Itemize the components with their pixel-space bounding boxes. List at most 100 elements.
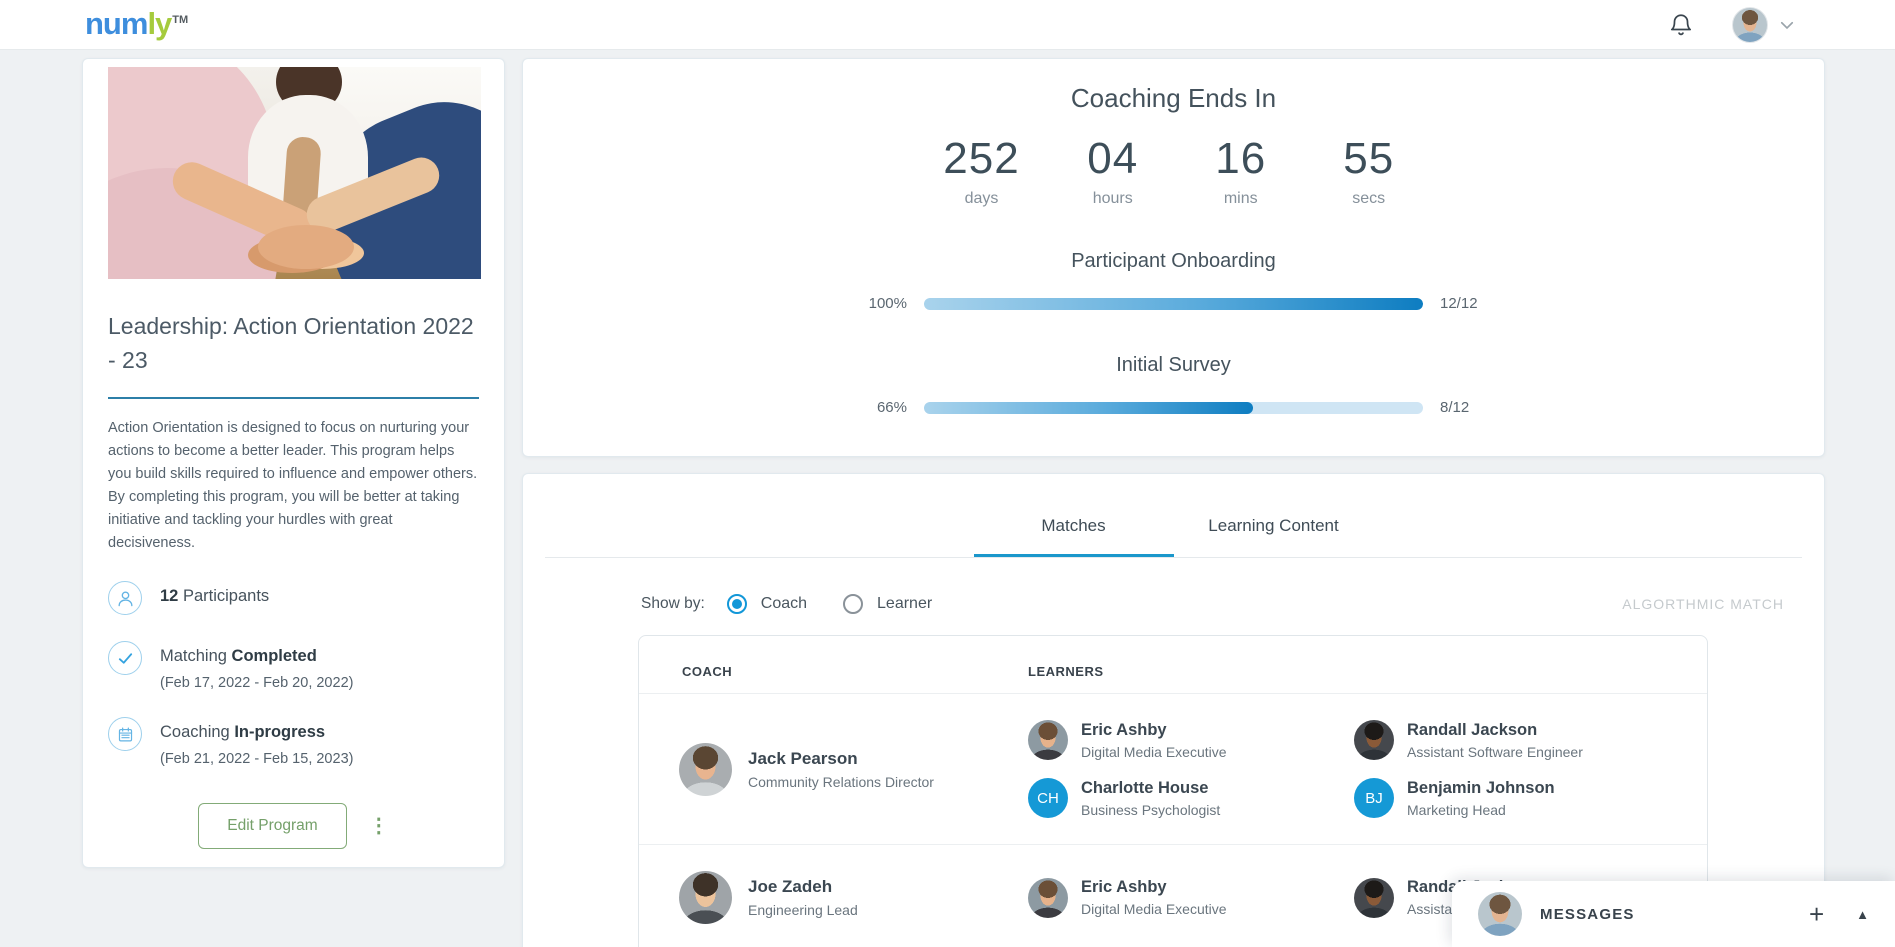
- logo-ly: ly: [147, 6, 172, 41]
- user-avatar[interactable]: [1732, 7, 1768, 43]
- coach-title: Community Relations Director: [748, 773, 934, 790]
- learner-cell[interactable]: Eric Ashby Digital Media Executive: [1028, 877, 1354, 918]
- participants-label: Participants: [182, 587, 270, 605]
- matches-card: Matches Learning Content Show by: Coach …: [522, 473, 1825, 947]
- radio-learner[interactable]: [843, 594, 864, 614]
- learner-cell[interactable]: Randall Jackson Assistant Software Engin…: [1354, 720, 1680, 760]
- learner-avatar: [1354, 877, 1394, 918]
- participants-icon: [108, 581, 142, 615]
- learner-title: Digital Media Executive: [1081, 743, 1227, 760]
- radio-learner-label[interactable]: Learner: [877, 595, 933, 612]
- new-message-icon[interactable]: +: [1808, 899, 1825, 929]
- learner-title: Assistant Software Engineer: [1407, 743, 1583, 760]
- coach-cell[interactable]: Joe Zadeh Engineering Lead: [639, 871, 1028, 924]
- program-summary-card: Leadership: Action Orientation 2022 - 23…: [82, 58, 505, 868]
- tab-matches[interactable]: Matches: [973, 516, 1174, 557]
- messages-user-avatar[interactable]: [1478, 892, 1522, 936]
- messages-label: MESSAGES: [1540, 905, 1635, 923]
- coach-avatar: [679, 742, 732, 796]
- coach-title: Engineering Lead: [748, 902, 858, 918]
- onboarding-percent: 100%: [868, 295, 907, 312]
- countdown-mins: 16 mins: [1215, 134, 1267, 207]
- learner-avatar: [1028, 720, 1068, 760]
- onboarding-count: 12/12: [1440, 295, 1478, 312]
- top-navbar: numlyTM: [0, 0, 1895, 50]
- learner-name: Randall Jackson: [1407, 720, 1538, 739]
- tab-bar: Matches Learning Content: [523, 516, 1824, 557]
- coaching-countdown-card: Coaching Ends In 252 days 04 hours 16 mi…: [522, 58, 1825, 457]
- coaching-status-row: Coaching In-progress (Feb 21, 2022 - Feb…: [108, 717, 479, 767]
- survey-progress-row: 66% 8/12: [523, 399, 1824, 416]
- messages-panel[interactable]: MESSAGES + ▲: [1452, 881, 1895, 947]
- learner-name: Eric Ashby: [1081, 720, 1167, 739]
- table-row: Jack Pearson Community Relations Directo…: [639, 693, 1707, 844]
- coach-avatar: [679, 871, 732, 924]
- calendar-icon: [108, 717, 142, 751]
- learner-cell[interactable]: CH Charlotte House Business Psychologist: [1028, 778, 1354, 818]
- matching-status-row: Matching Completed (Feb 17, 2022 - Feb 2…: [108, 641, 479, 691]
- radio-coach[interactable]: [726, 594, 747, 614]
- learner-initials-avatar: CH: [1028, 778, 1068, 818]
- countdown-hours: 04 hours: [1087, 134, 1139, 207]
- coaching-status: In-progress: [234, 723, 326, 741]
- coach-name: Jack Pearson: [748, 748, 858, 768]
- show-by-label: Show by:: [641, 595, 705, 612]
- onboarding-progress-title: Participant Onboarding: [1071, 250, 1276, 272]
- check-icon: [108, 641, 142, 675]
- logo-tm: TM: [172, 13, 189, 26]
- countdown-title: Coaching Ends In: [1070, 83, 1277, 113]
- participants-row: 12 Participants: [108, 581, 479, 615]
- matching-dates: (Feb 17, 2022 - Feb 20, 2022): [160, 675, 354, 691]
- coach-name: Joe Zadeh: [748, 877, 833, 896]
- matching-label: Matching: [160, 647, 227, 665]
- countdown-days: 252 days: [943, 134, 1020, 207]
- numly-logo[interactable]: numlyTM: [85, 6, 188, 42]
- tabs-separator: [545, 557, 1802, 558]
- coaching-label: Coaching: [160, 723, 230, 741]
- learner-cell[interactable]: BJ Benjamin Johnson Marketing Head: [1354, 778, 1680, 818]
- coaching-dates: (Feb 21, 2022 - Feb 15, 2023): [160, 751, 354, 767]
- program-title: Leadership: Action Orientation 2022 - 23: [108, 313, 474, 373]
- countdown-timer: 252 days 04 hours 16 mins 55 secs: [523, 134, 1824, 208]
- program-description: Action Orientation is designed to focus …: [108, 420, 478, 551]
- radio-coach-label[interactable]: Coach: [760, 595, 808, 612]
- learner-title: Marketing Head: [1407, 801, 1506, 818]
- survey-count: 8/12: [1440, 399, 1470, 416]
- survey-percent: 66%: [876, 399, 907, 416]
- learner-name: Eric Ashby: [1081, 878, 1167, 896]
- learner-name: Benjamin Johnson: [1407, 778, 1555, 797]
- logo-num: num: [85, 6, 148, 41]
- countdown-secs: 55 secs: [1343, 134, 1395, 207]
- learner-avatar: [1354, 720, 1394, 760]
- participants-text: 12 Participants: [160, 581, 269, 606]
- title-divider: [108, 397, 479, 399]
- algorithmic-match-label: ALGORTHMIC MATCH: [1622, 596, 1784, 612]
- column-header-learners: LEARNERS: [1028, 664, 1104, 679]
- collapse-panel-icon[interactable]: ▲: [1856, 906, 1869, 922]
- chevron-down-icon[interactable]: [1778, 16, 1796, 34]
- edit-program-button[interactable]: Edit Program: [198, 803, 347, 849]
- column-header-coach: COACH: [682, 664, 733, 679]
- onboarding-progress-bar: [924, 297, 1423, 310]
- notifications-bell-icon[interactable]: [1668, 12, 1694, 38]
- coach-cell[interactable]: Jack Pearson Community Relations Directo…: [639, 720, 1028, 818]
- learner-avatar: [1028, 877, 1068, 918]
- show-by-row: Show by: Coach Learner ALGORTHMIC MATCH: [641, 594, 1784, 614]
- participants-count: 12: [160, 587, 179, 605]
- learner-initials-avatar: BJ: [1354, 778, 1394, 818]
- survey-progress-bar: [924, 401, 1423, 414]
- program-cover-image: [108, 67, 481, 279]
- learner-name: Charlotte House: [1081, 778, 1209, 797]
- more-options-icon[interactable]: ⋮: [368, 815, 389, 837]
- table-header: COACH LEARNERS: [639, 636, 1707, 693]
- survey-progress-title: Initial Survey: [1116, 354, 1231, 376]
- learner-title: Business Psychologist: [1081, 801, 1221, 818]
- learner-title: Digital Media Executive: [1081, 901, 1227, 917]
- learner-cell[interactable]: Eric Ashby Digital Media Executive: [1028, 720, 1354, 760]
- matching-status: Completed: [231, 647, 317, 665]
- onboarding-progress-row: 100% 12/12: [523, 295, 1824, 312]
- tab-learning-content[interactable]: Learning Content: [1208, 516, 1339, 535]
- coaching-text: Coaching In-progress (Feb 21, 2022 - Feb…: [160, 717, 353, 767]
- matching-text: Matching Completed (Feb 17, 2022 - Feb 2…: [160, 641, 353, 691]
